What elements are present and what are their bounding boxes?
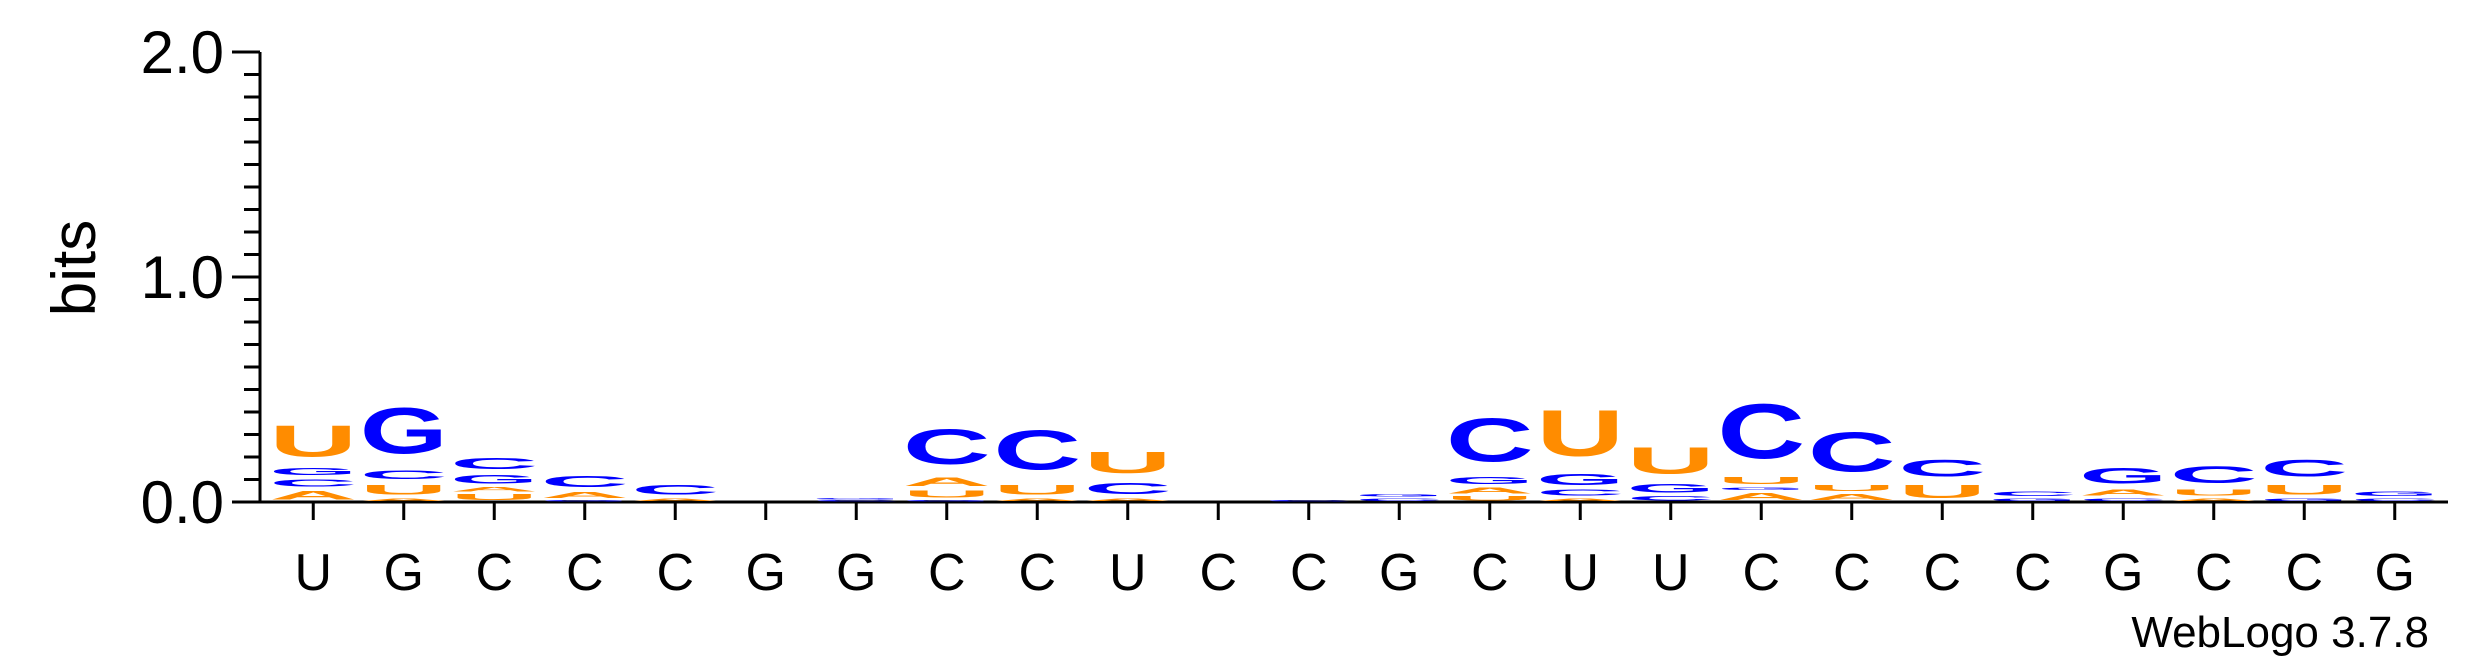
weblogo-credit: WebLogo 3.7.8 — [2131, 608, 2429, 657]
x-tick-label: U — [294, 544, 332, 602]
logo-letter-A: A — [1536, 498, 1624, 502]
logo-letter-C: C — [1808, 421, 1896, 484]
x-tick-label: C — [1923, 544, 1961, 602]
x-tick-label: U — [1561, 544, 1599, 602]
logo-letter-C: C — [903, 419, 991, 475]
x-tick-label: G — [746, 544, 786, 602]
logo-letter-G: G — [1989, 498, 2077, 502]
x-tick-label: C — [475, 544, 513, 602]
logo-letter-A: A — [541, 491, 629, 500]
logo-letter-G: G — [360, 394, 448, 468]
logo-letter-A: A — [1446, 486, 1534, 495]
logo-letter-U: U — [1446, 495, 1534, 502]
logo-letter-G: G — [2260, 498, 2348, 502]
logo-letter-C: C — [360, 468, 448, 481]
logo-letter-C: C — [2351, 498, 2439, 502]
x-tick-label: C — [1833, 544, 1871, 602]
logo-letter-G: G — [1717, 486, 1805, 490]
logo-letter-A: A — [1717, 491, 1805, 502]
logo-letter-C: C — [541, 473, 629, 491]
y-axis-label: bits — [40, 220, 109, 316]
x-tick-label: C — [1742, 544, 1780, 602]
logo-letter-C: C — [812, 500, 900, 502]
logo-letter-C: C — [1989, 491, 2077, 498]
logo-letter-C: C — [2260, 454, 2348, 481]
x-tick-label: C — [1471, 544, 1509, 602]
logo-letter-U: U — [993, 482, 1081, 498]
logo-letter-C: C — [1717, 387, 1805, 475]
logo-letter-C: C — [1084, 480, 1172, 498]
x-tick-label: G — [836, 544, 876, 602]
logo-letter-A: A — [269, 489, 357, 502]
logo-letter-C: C — [1446, 405, 1534, 475]
x-tick-label: G — [384, 544, 424, 602]
logo-letter-C: C — [2170, 461, 2258, 488]
logo-letter-A: A — [1808, 493, 1896, 502]
logo-letter-U: U — [1536, 396, 1624, 470]
y-tick-label: 1.0 — [141, 244, 224, 311]
logo-letter-A: A — [2170, 498, 2258, 502]
logo-letter-C: C — [450, 455, 538, 473]
logo-letter-G: G — [1627, 482, 1715, 495]
x-tick-label: G — [2375, 544, 2415, 602]
logo-letter-C: C — [269, 477, 357, 488]
x-tick-label: C — [656, 544, 694, 602]
axes: 0.0 1.0 2.0 — [141, 19, 2448, 536]
logo-letter-A: A — [631, 498, 719, 502]
logo-letter-U: U — [269, 417, 357, 466]
logo-letter-G: G — [2079, 464, 2167, 489]
logo-letter-G: G — [269, 466, 357, 477]
logo-letter-U: U — [903, 489, 991, 500]
logo-letter-C: C — [1355, 498, 1443, 502]
y-tick-label: 2.0 — [141, 19, 224, 86]
logo-letter-C: C — [631, 482, 719, 498]
logo-letter-C: C — [993, 419, 1081, 482]
logo-letter-A: A — [1084, 498, 1172, 502]
logo-letter-G: G — [1536, 471, 1624, 489]
logo-letter-U: U — [1898, 482, 1986, 502]
logo-letter-A: A — [450, 486, 538, 493]
logo-letter-G: G — [1355, 493, 1443, 497]
x-tick-label: C — [1290, 544, 1328, 602]
logo-letter-U: U — [2260, 482, 2348, 498]
logo-letter-C: C — [1536, 489, 1624, 498]
x-tick-label: C — [566, 544, 604, 602]
logo-letter-U: U — [2170, 489, 2258, 498]
logo-letter-G: G — [450, 473, 538, 486]
x-tick-label: G — [1379, 544, 1419, 602]
logo-letter-G: G — [541, 500, 629, 502]
logo-letter-U: U — [1717, 475, 1805, 486]
logo-letter-C: C — [1898, 454, 1986, 481]
logo-letter-A: A — [903, 475, 991, 488]
logo-letter-A: A — [360, 498, 448, 502]
logo-letter-G: G — [812, 497, 900, 499]
x-tick-label: C — [2285, 544, 2323, 602]
x-tick-label: C — [928, 544, 966, 602]
x-tick-label: C — [1018, 544, 1056, 602]
x-tick-label: U — [1109, 544, 1147, 602]
logo-letter-G: G — [1446, 475, 1534, 486]
x-tick-label: C — [2195, 544, 2233, 602]
x-tick-label: C — [2014, 544, 2052, 602]
x-tick-label: U — [1652, 544, 1690, 602]
logo-letter-C: C — [1265, 500, 1353, 502]
x-tick-label: G — [2103, 544, 2143, 602]
logo-letter-U: U — [1627, 439, 1715, 482]
logo-letter-U: U — [450, 493, 538, 502]
logo-letter-U: U — [1808, 484, 1896, 493]
logo-letter-A: A — [2079, 489, 2167, 498]
logo-letter-A: A — [993, 498, 1081, 502]
logo-letter-G: G — [903, 500, 991, 502]
logo-letter-C: C — [1627, 495, 1715, 502]
logo-letter-U: U — [360, 482, 448, 498]
logo-letter-U: U — [1084, 446, 1172, 480]
logo-letter-C: C — [2079, 498, 2167, 502]
logo-letter-G: G — [2351, 491, 2439, 498]
y-tick-label: 0.0 — [141, 469, 224, 536]
x-tick-label: C — [1199, 544, 1237, 602]
